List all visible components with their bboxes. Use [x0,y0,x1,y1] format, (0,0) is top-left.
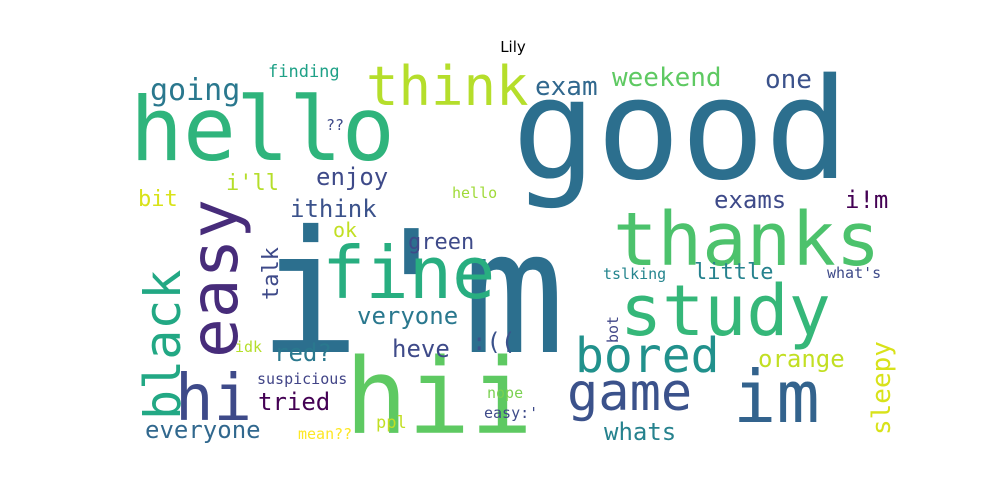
word-12: game [567,363,692,423]
word-21: enjoy [316,163,388,191]
word-5: study [620,270,831,352]
word-9: hi [175,362,252,436]
word-32: what's [827,264,881,282]
word-7: easy [176,199,253,358]
word-28: green [408,230,474,255]
word-46: nope [487,384,523,402]
word-43: everyone [145,416,261,444]
word-41: suspicious [257,370,347,388]
word-36: :(( [472,328,515,356]
word-25: exams [714,186,786,214]
word-34: bot [604,316,622,343]
word-2: hello [130,78,395,181]
word-39: orange [758,345,845,373]
word-8: im [733,355,820,439]
word-29: talk [259,247,284,300]
word-48: whats [604,418,676,446]
word-18: finding [268,62,340,82]
word-42: tried [258,388,330,416]
word-4: thanks [613,197,880,283]
word-30: tslking [603,265,666,283]
word-15: exam [535,72,598,102]
word-35: sleepy [867,341,897,435]
word-14: going [150,73,240,108]
word-37: heve [392,335,450,363]
word-26: i!m [845,186,888,214]
word-group: goodi'mhellohiithanksstudyfineeasyimhith… [130,49,897,458]
word-31: little [694,260,773,285]
word-0: good [512,49,849,212]
word-44: mean?? [298,425,352,443]
word-47: easy:' [484,404,538,422]
word-16: weekend [612,63,722,93]
word-45: ppl [376,413,407,433]
word-38: red? [274,339,332,367]
word-19: ?? [326,116,344,134]
word-23: hello [452,184,497,202]
word-27: ok [333,218,357,242]
word-10: think [366,55,529,118]
word-6: fine [322,231,495,315]
word-22: bit [138,187,178,212]
word-17: one [765,65,812,95]
word-24: ithink [290,195,377,223]
word-11: black [134,269,192,420]
word-3: hii [345,336,533,458]
word-20: i'll [226,171,279,196]
word-1: i'm [258,195,565,393]
word-33: veryone [357,302,458,330]
chart-title: Lily [500,38,526,56]
word-40: idk [235,338,262,356]
word-13: bored [575,328,720,384]
